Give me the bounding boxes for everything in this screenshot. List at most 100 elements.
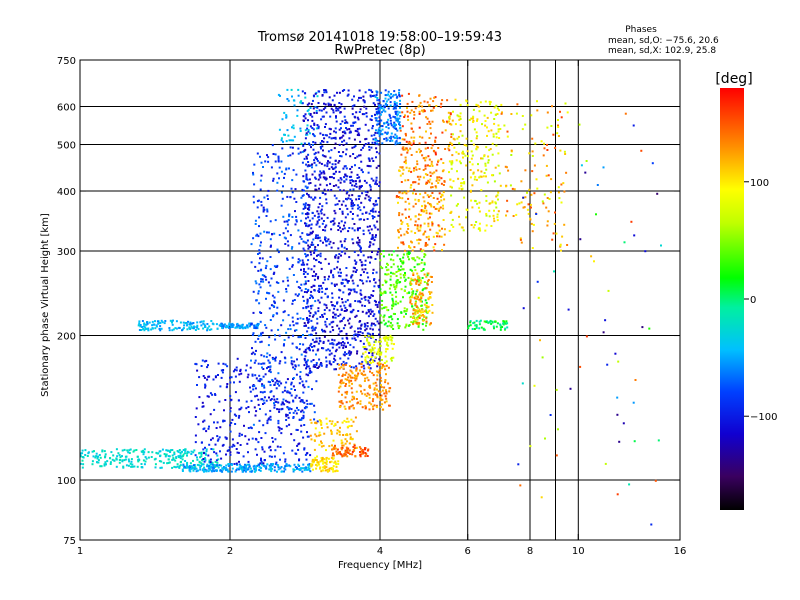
scatter-point xyxy=(314,456,317,459)
scatter-point xyxy=(253,327,256,329)
scatter-point xyxy=(307,119,309,122)
scatter-point xyxy=(379,376,382,379)
scatter-point xyxy=(429,194,432,197)
scatter-point xyxy=(345,371,348,374)
scatter-point xyxy=(268,361,271,364)
scatter-point xyxy=(590,255,593,258)
scatter-point xyxy=(244,435,247,438)
scatter-point xyxy=(252,332,255,335)
scatter-point xyxy=(275,387,278,390)
scatter-point xyxy=(130,458,133,461)
scatter-point xyxy=(401,111,404,114)
scatter-point xyxy=(307,466,310,469)
scatter-point xyxy=(281,197,284,200)
scatter-point xyxy=(316,464,319,467)
scatter-point xyxy=(307,247,310,250)
scatter-point xyxy=(404,114,406,117)
scatter-point xyxy=(418,142,421,145)
scatter-point xyxy=(318,443,321,446)
scatter-point xyxy=(244,470,247,473)
scatter-point xyxy=(364,268,367,271)
scatter-point xyxy=(280,204,283,207)
scatter-point xyxy=(270,329,273,332)
scatter-point xyxy=(391,299,394,302)
scatter-point xyxy=(351,107,354,110)
scatter-point xyxy=(344,221,347,224)
scatter-point xyxy=(305,177,308,180)
scatter-point xyxy=(319,316,322,318)
scatter-point xyxy=(420,270,423,272)
scatter-point xyxy=(318,215,321,218)
scatter-point xyxy=(270,277,273,280)
scatter-point xyxy=(470,224,473,226)
scatter-point xyxy=(266,422,269,425)
scatter-point xyxy=(340,448,343,451)
scatter-point xyxy=(365,137,368,140)
scatter-point xyxy=(331,304,334,306)
scatter-point xyxy=(305,222,308,225)
scatter-point xyxy=(400,181,403,183)
scatter-point xyxy=(370,146,373,149)
scatter-point xyxy=(293,468,296,471)
scatter-point xyxy=(430,205,433,208)
scatter-point xyxy=(400,265,403,268)
scatter-point xyxy=(383,314,386,317)
scatter-point xyxy=(421,105,424,108)
scatter-point xyxy=(369,241,372,244)
scatter-point xyxy=(369,209,372,212)
scatter-point xyxy=(265,278,268,281)
scatter-point xyxy=(384,368,387,371)
scatter-point xyxy=(123,459,126,462)
scatter-point xyxy=(333,307,336,310)
scatter-point xyxy=(438,176,441,179)
scatter-point xyxy=(168,461,171,464)
scatter-point xyxy=(252,388,255,391)
scatter-point xyxy=(379,398,382,401)
scatter-point xyxy=(307,194,310,196)
scatter-point xyxy=(307,164,310,167)
scatter-point xyxy=(126,449,129,452)
scatter-point xyxy=(325,134,328,137)
scatter-point xyxy=(326,165,329,168)
scatter-point xyxy=(369,197,372,200)
scatter-point xyxy=(309,294,312,297)
scatter-point xyxy=(541,356,544,359)
scatter-point xyxy=(362,271,365,274)
scatter-point xyxy=(451,186,453,189)
scatter-point xyxy=(355,377,358,380)
scatter-point xyxy=(274,377,277,380)
scatter-point xyxy=(395,275,398,277)
scatter-point xyxy=(368,301,371,304)
scatter-point xyxy=(354,271,357,273)
scatter-point xyxy=(495,104,498,107)
scatter-point xyxy=(382,363,384,366)
scatter-point xyxy=(375,147,378,150)
scatter-point xyxy=(193,466,196,469)
scatter-point xyxy=(310,463,313,466)
scatter-point xyxy=(427,195,430,198)
scatter-point xyxy=(336,308,339,311)
scatter-point xyxy=(289,324,292,327)
scatter-point xyxy=(211,463,214,466)
scatter-point xyxy=(313,439,316,442)
scatter-point xyxy=(115,457,118,460)
scatter-point xyxy=(335,368,337,371)
scatter-point xyxy=(196,321,199,324)
scatter-point xyxy=(313,460,315,463)
scatter-point xyxy=(328,349,331,352)
scatter-point xyxy=(428,212,431,215)
scatter-point xyxy=(277,290,280,293)
scatter-point xyxy=(335,283,338,286)
scatter-point xyxy=(423,273,426,276)
scatter-point xyxy=(404,326,407,329)
scatter-point xyxy=(214,376,217,379)
scatter-point xyxy=(374,143,377,146)
scatter-point xyxy=(311,295,314,298)
scatter-point xyxy=(292,366,295,369)
scatter-point xyxy=(254,414,257,417)
scatter-point xyxy=(473,178,476,181)
scatter-point xyxy=(222,420,225,423)
scatter-point xyxy=(402,241,405,244)
scatter-point xyxy=(408,167,411,170)
